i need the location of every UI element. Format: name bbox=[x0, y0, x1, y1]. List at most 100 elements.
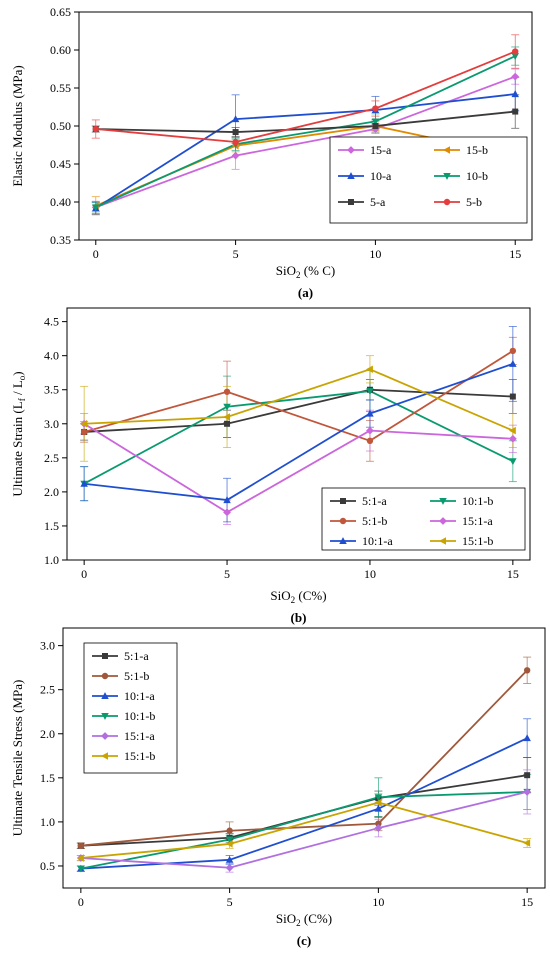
legend-swatch-marker bbox=[347, 146, 355, 154]
x-tick-label: 15 bbox=[521, 895, 533, 909]
x-tick-label: 0 bbox=[93, 247, 99, 261]
legend-item-5-1-b: 5:1-b bbox=[92, 669, 149, 683]
legend-box bbox=[321, 487, 526, 551]
data-point-10-1-b bbox=[225, 836, 234, 844]
y-tick-label: 0.65 bbox=[50, 5, 71, 19]
x-tick-label: 10 bbox=[364, 567, 376, 581]
legend-label: 15:1-a bbox=[462, 514, 493, 528]
data-point-10-a bbox=[511, 90, 519, 98]
series-line-5-1-b bbox=[83, 350, 514, 442]
data-point-5-1-b bbox=[77, 842, 85, 849]
data-point-5-b bbox=[372, 105, 379, 112]
panel-c: 0 5 10 15 0.5 1.0 1.5 2.0 2.5 3.0 Ultimate Tensil… bbox=[10, 627, 546, 948]
legend-swatch-marker bbox=[101, 672, 109, 680]
series-line-15-1-a bbox=[83, 423, 513, 514]
legend-label: 10:1-b bbox=[462, 494, 493, 508]
series-line-5-1-b bbox=[80, 669, 528, 847]
series-line-10-b bbox=[95, 55, 516, 209]
legend-label: 10-b bbox=[466, 169, 488, 183]
data-point-10-1-a bbox=[523, 734, 531, 742]
legend: 5:1-a 5:1-b 10:1-a 10:1-b 15:1-a 15:1-b bbox=[83, 642, 178, 774]
data-point-10-1-a bbox=[509, 359, 517, 367]
legend-label: 15:1-b bbox=[124, 749, 155, 763]
data-point-15-1-a bbox=[523, 788, 532, 796]
legend-label: 15:1-b bbox=[462, 534, 493, 548]
legend-item-15-1-b: 15:1-b bbox=[430, 534, 493, 548]
x-tick-label: 5 bbox=[224, 567, 230, 581]
panel-b: 0 5 10 15 1.0 1.5 2.0 2.5 3.0 3.5 4.0 4.5 Ultimate … bbox=[10, 307, 531, 625]
legend: 5:1-a 10:1-b 5:1-b 15:1-a 10:1-a 15:1-b bbox=[321, 487, 526, 551]
y-tick-label: 1.0 bbox=[40, 815, 55, 829]
series-line-15-1-a bbox=[80, 791, 528, 869]
legend-item-15-b: 15-b bbox=[434, 143, 488, 157]
data-point-15-1-a bbox=[508, 434, 517, 443]
series-line-15-1-b bbox=[84, 368, 514, 432]
data-point-5-a bbox=[232, 129, 239, 136]
legend-swatch-marker bbox=[101, 692, 109, 699]
plot-frame bbox=[62, 627, 546, 889]
legend-swatch-marker bbox=[439, 517, 447, 525]
series-line-15-1-b bbox=[80, 801, 528, 859]
y-tick-label: 0.5 bbox=[40, 859, 55, 873]
x-tick-label: 5 bbox=[233, 247, 239, 261]
data-point-15-1-b bbox=[508, 426, 516, 435]
data-point-15-1-a bbox=[223, 508, 231, 517]
data-point-10-b bbox=[511, 53, 519, 60]
legend-swatch-marker bbox=[101, 713, 109, 720]
data-point-10-b bbox=[92, 204, 100, 212]
y-tick-label: 2.5 bbox=[44, 451, 59, 465]
data-point-5-1-b bbox=[509, 347, 517, 355]
y-tick-label: 4.0 bbox=[44, 349, 59, 363]
y-tick-label: 0.50 bbox=[50, 119, 71, 133]
legend-swatch-marker bbox=[339, 537, 347, 544]
data-point-5-1-a bbox=[524, 772, 531, 779]
data-point-5-b bbox=[232, 138, 239, 146]
x-tick-label: 0 bbox=[78, 895, 84, 909]
panel-a: 0 5 10 15 0.35 0.40 0.45 0.50 0.55 0.60 0.65 Elast… bbox=[10, 5, 533, 300]
legend-swatch-marker bbox=[348, 199, 354, 205]
data-point-10-1-b bbox=[77, 865, 85, 873]
y-axis-label: Ultimate Strain (Lf / Lo) bbox=[10, 371, 27, 496]
data-point-15-a bbox=[371, 125, 380, 133]
legend-label: 5:1-a bbox=[362, 494, 387, 508]
legend-item-5-1-b: 5:1-b bbox=[330, 514, 387, 528]
legend-label: 15-b bbox=[466, 143, 488, 157]
data-point-15-1-a bbox=[366, 426, 374, 435]
data-point-5-b bbox=[512, 48, 519, 55]
series-line-10-1-b bbox=[80, 791, 528, 870]
data-point-5-1-a bbox=[224, 420, 231, 427]
data-point-15-1-b bbox=[366, 365, 373, 374]
legend-swatch-marker bbox=[101, 732, 109, 740]
data-point-15-1-a bbox=[374, 824, 383, 832]
data-point-10-1-b bbox=[366, 388, 374, 395]
data-point-10-1-b bbox=[223, 403, 231, 411]
legend-label: 5:1-a bbox=[124, 649, 149, 663]
data-point-5-1-b bbox=[523, 667, 531, 674]
y-axis-label: Elastic Modulus (MPa) bbox=[10, 65, 25, 186]
legend-label: 5:1-b bbox=[124, 669, 149, 683]
legend-item-15-a: 15-a bbox=[338, 143, 392, 157]
x-tick-label: 15 bbox=[509, 247, 521, 261]
legend-label: 10-a bbox=[370, 169, 392, 183]
legend-label: 10:1-a bbox=[124, 689, 155, 703]
data-point-10-1-a bbox=[374, 804, 383, 812]
data-point-5-a bbox=[372, 123, 379, 129]
panel-label: (a) bbox=[298, 285, 313, 300]
legend-swatch-marker bbox=[439, 537, 446, 545]
data-point-15-1-b bbox=[223, 413, 231, 421]
data-point-15-1-b bbox=[225, 840, 233, 848]
data-point-15-1-a bbox=[225, 863, 234, 872]
legend-item-5-1-a: 5:1-a bbox=[330, 494, 387, 508]
data-point-15-1-b bbox=[80, 420, 88, 428]
legend-item-5-b: 5-b bbox=[434, 195, 482, 209]
series-line-10-a bbox=[95, 93, 516, 209]
legend-item-5-a: 5-a bbox=[338, 195, 386, 209]
legend-swatch-marker bbox=[443, 173, 451, 180]
legend-swatch-marker bbox=[439, 498, 447, 505]
data-point-10-1-a bbox=[223, 496, 231, 504]
data-point-10-a bbox=[231, 115, 240, 123]
data-point-10-1-a bbox=[80, 479, 88, 487]
y-tick-label: 0.45 bbox=[50, 157, 71, 171]
y-axis-label: Ultimate Tensile Stress (MPa) bbox=[10, 680, 25, 837]
